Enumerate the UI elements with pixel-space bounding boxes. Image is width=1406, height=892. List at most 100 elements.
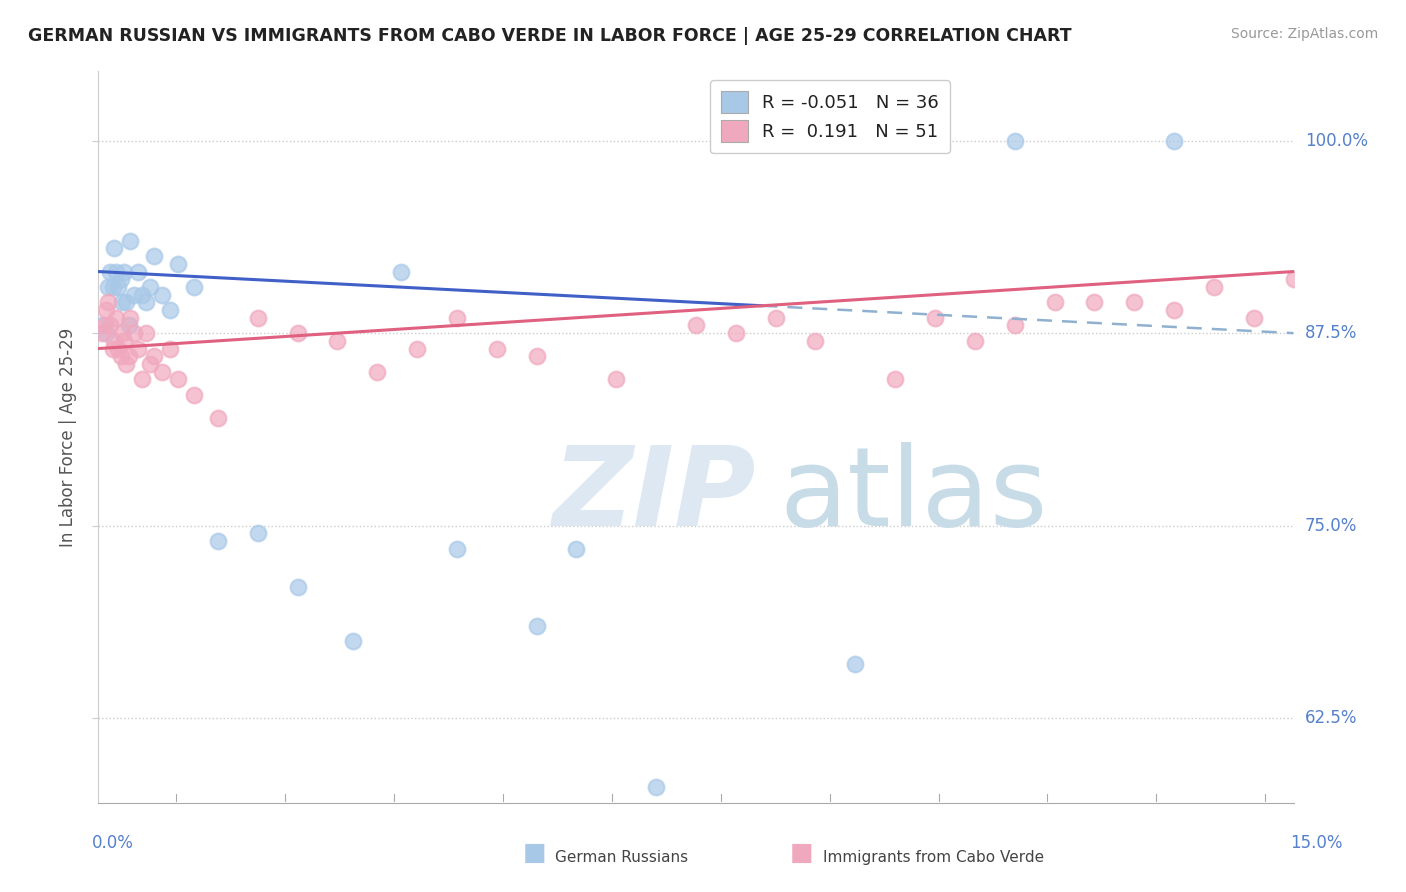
Point (246, 310, 269, 325)
Point (110, 349, 132, 363)
Text: Source: ZipAtlas.com: Source: ZipAtlas.com (1230, 27, 1378, 41)
Point (526, 349, 548, 363)
Point (115, 357, 138, 371)
Text: GERMAN RUSSIAN VS IMMIGRANTS FROM CABO VERDE IN LABOR FORCE | AGE 25-29 CORRELAT: GERMAN RUSSIAN VS IMMIGRANTS FROM CABO V… (28, 27, 1071, 45)
Point (366, 365, 388, 379)
Point (246, 526, 269, 541)
Point (765, 310, 787, 325)
Point (94, 318, 117, 333)
Point (110, 272, 132, 286)
Point (1043, 295, 1066, 310)
Point (118, 349, 141, 363)
Point (963, 334, 986, 348)
Point (107, 280, 129, 294)
Point (342, 634, 364, 648)
Point (1282, 272, 1305, 286)
Point (104, 310, 127, 325)
Point (107, 342, 129, 356)
Point (135, 295, 157, 310)
Point (326, 334, 349, 348)
Point (150, 365, 173, 379)
Point (645, 780, 668, 795)
Point (389, 264, 412, 278)
Point (1243, 310, 1265, 325)
Point (111, 295, 134, 310)
Point (1202, 280, 1225, 294)
Point (103, 334, 125, 348)
Y-axis label: In Labor Force | Age 25-29: In Labor Force | Age 25-29 (59, 327, 77, 547)
Point (127, 264, 149, 278)
Point (124, 287, 146, 301)
Point (139, 357, 162, 371)
Point (101, 280, 124, 294)
Point (1123, 295, 1146, 310)
Point (1163, 303, 1185, 318)
Point (96, 326, 118, 340)
Text: ■: ■ (790, 841, 813, 865)
Point (91, 318, 114, 333)
Point (1163, 134, 1185, 148)
Text: atlas: atlas (779, 442, 1047, 549)
Text: 0.0%: 0.0% (91, 834, 134, 852)
Point (135, 326, 157, 340)
Point (724, 326, 747, 340)
Point (143, 349, 166, 363)
Point (143, 249, 166, 263)
Point (127, 342, 149, 356)
Point (120, 310, 142, 325)
Point (112, 334, 135, 348)
Point (104, 264, 127, 278)
Point (111, 326, 134, 340)
Point (139, 280, 162, 294)
Point (183, 388, 205, 402)
Point (207, 410, 229, 425)
Point (96, 303, 118, 318)
Point (115, 295, 138, 310)
Point (1298, 295, 1320, 310)
Text: 62.5%: 62.5% (1305, 709, 1357, 727)
Point (287, 326, 309, 340)
Point (1083, 295, 1105, 310)
Point (1004, 134, 1026, 148)
Text: German Russians: German Russians (555, 850, 689, 865)
Point (605, 372, 627, 386)
Point (183, 280, 205, 294)
Point (112, 264, 135, 278)
Text: ■: ■ (523, 841, 546, 865)
Point (97, 295, 120, 310)
Point (159, 303, 181, 318)
Point (446, 541, 468, 556)
Point (97, 280, 120, 294)
Text: Immigrants from Cabo Verde: Immigrants from Cabo Verde (823, 850, 1043, 865)
Legend: R = -0.051   N = 36, R =  0.191   N = 51: R = -0.051 N = 36, R = 0.191 N = 51 (710, 80, 950, 153)
Point (924, 310, 946, 325)
Point (844, 657, 866, 672)
Point (167, 372, 190, 386)
Text: 87.5%: 87.5% (1305, 324, 1357, 343)
Point (167, 257, 190, 271)
Point (98, 318, 122, 333)
Point (1004, 318, 1026, 333)
Point (685, 318, 707, 333)
Text: 75.0%: 75.0% (1305, 516, 1357, 534)
Point (124, 326, 146, 340)
Point (207, 534, 229, 549)
Text: ZIP: ZIP (553, 442, 756, 549)
Text: 100.0%: 100.0% (1305, 132, 1368, 150)
Point (485, 342, 508, 356)
Point (150, 287, 173, 301)
Point (120, 234, 142, 248)
Point (131, 372, 153, 386)
Point (91, 326, 114, 340)
Point (526, 618, 548, 632)
Point (159, 342, 181, 356)
Point (804, 334, 827, 348)
Point (98, 264, 122, 278)
Point (565, 541, 588, 556)
Point (101, 342, 124, 356)
Point (446, 310, 468, 325)
Point (406, 342, 429, 356)
Text: 15.0%: 15.0% (1291, 834, 1343, 852)
Point (884, 372, 907, 386)
Point (103, 242, 125, 256)
